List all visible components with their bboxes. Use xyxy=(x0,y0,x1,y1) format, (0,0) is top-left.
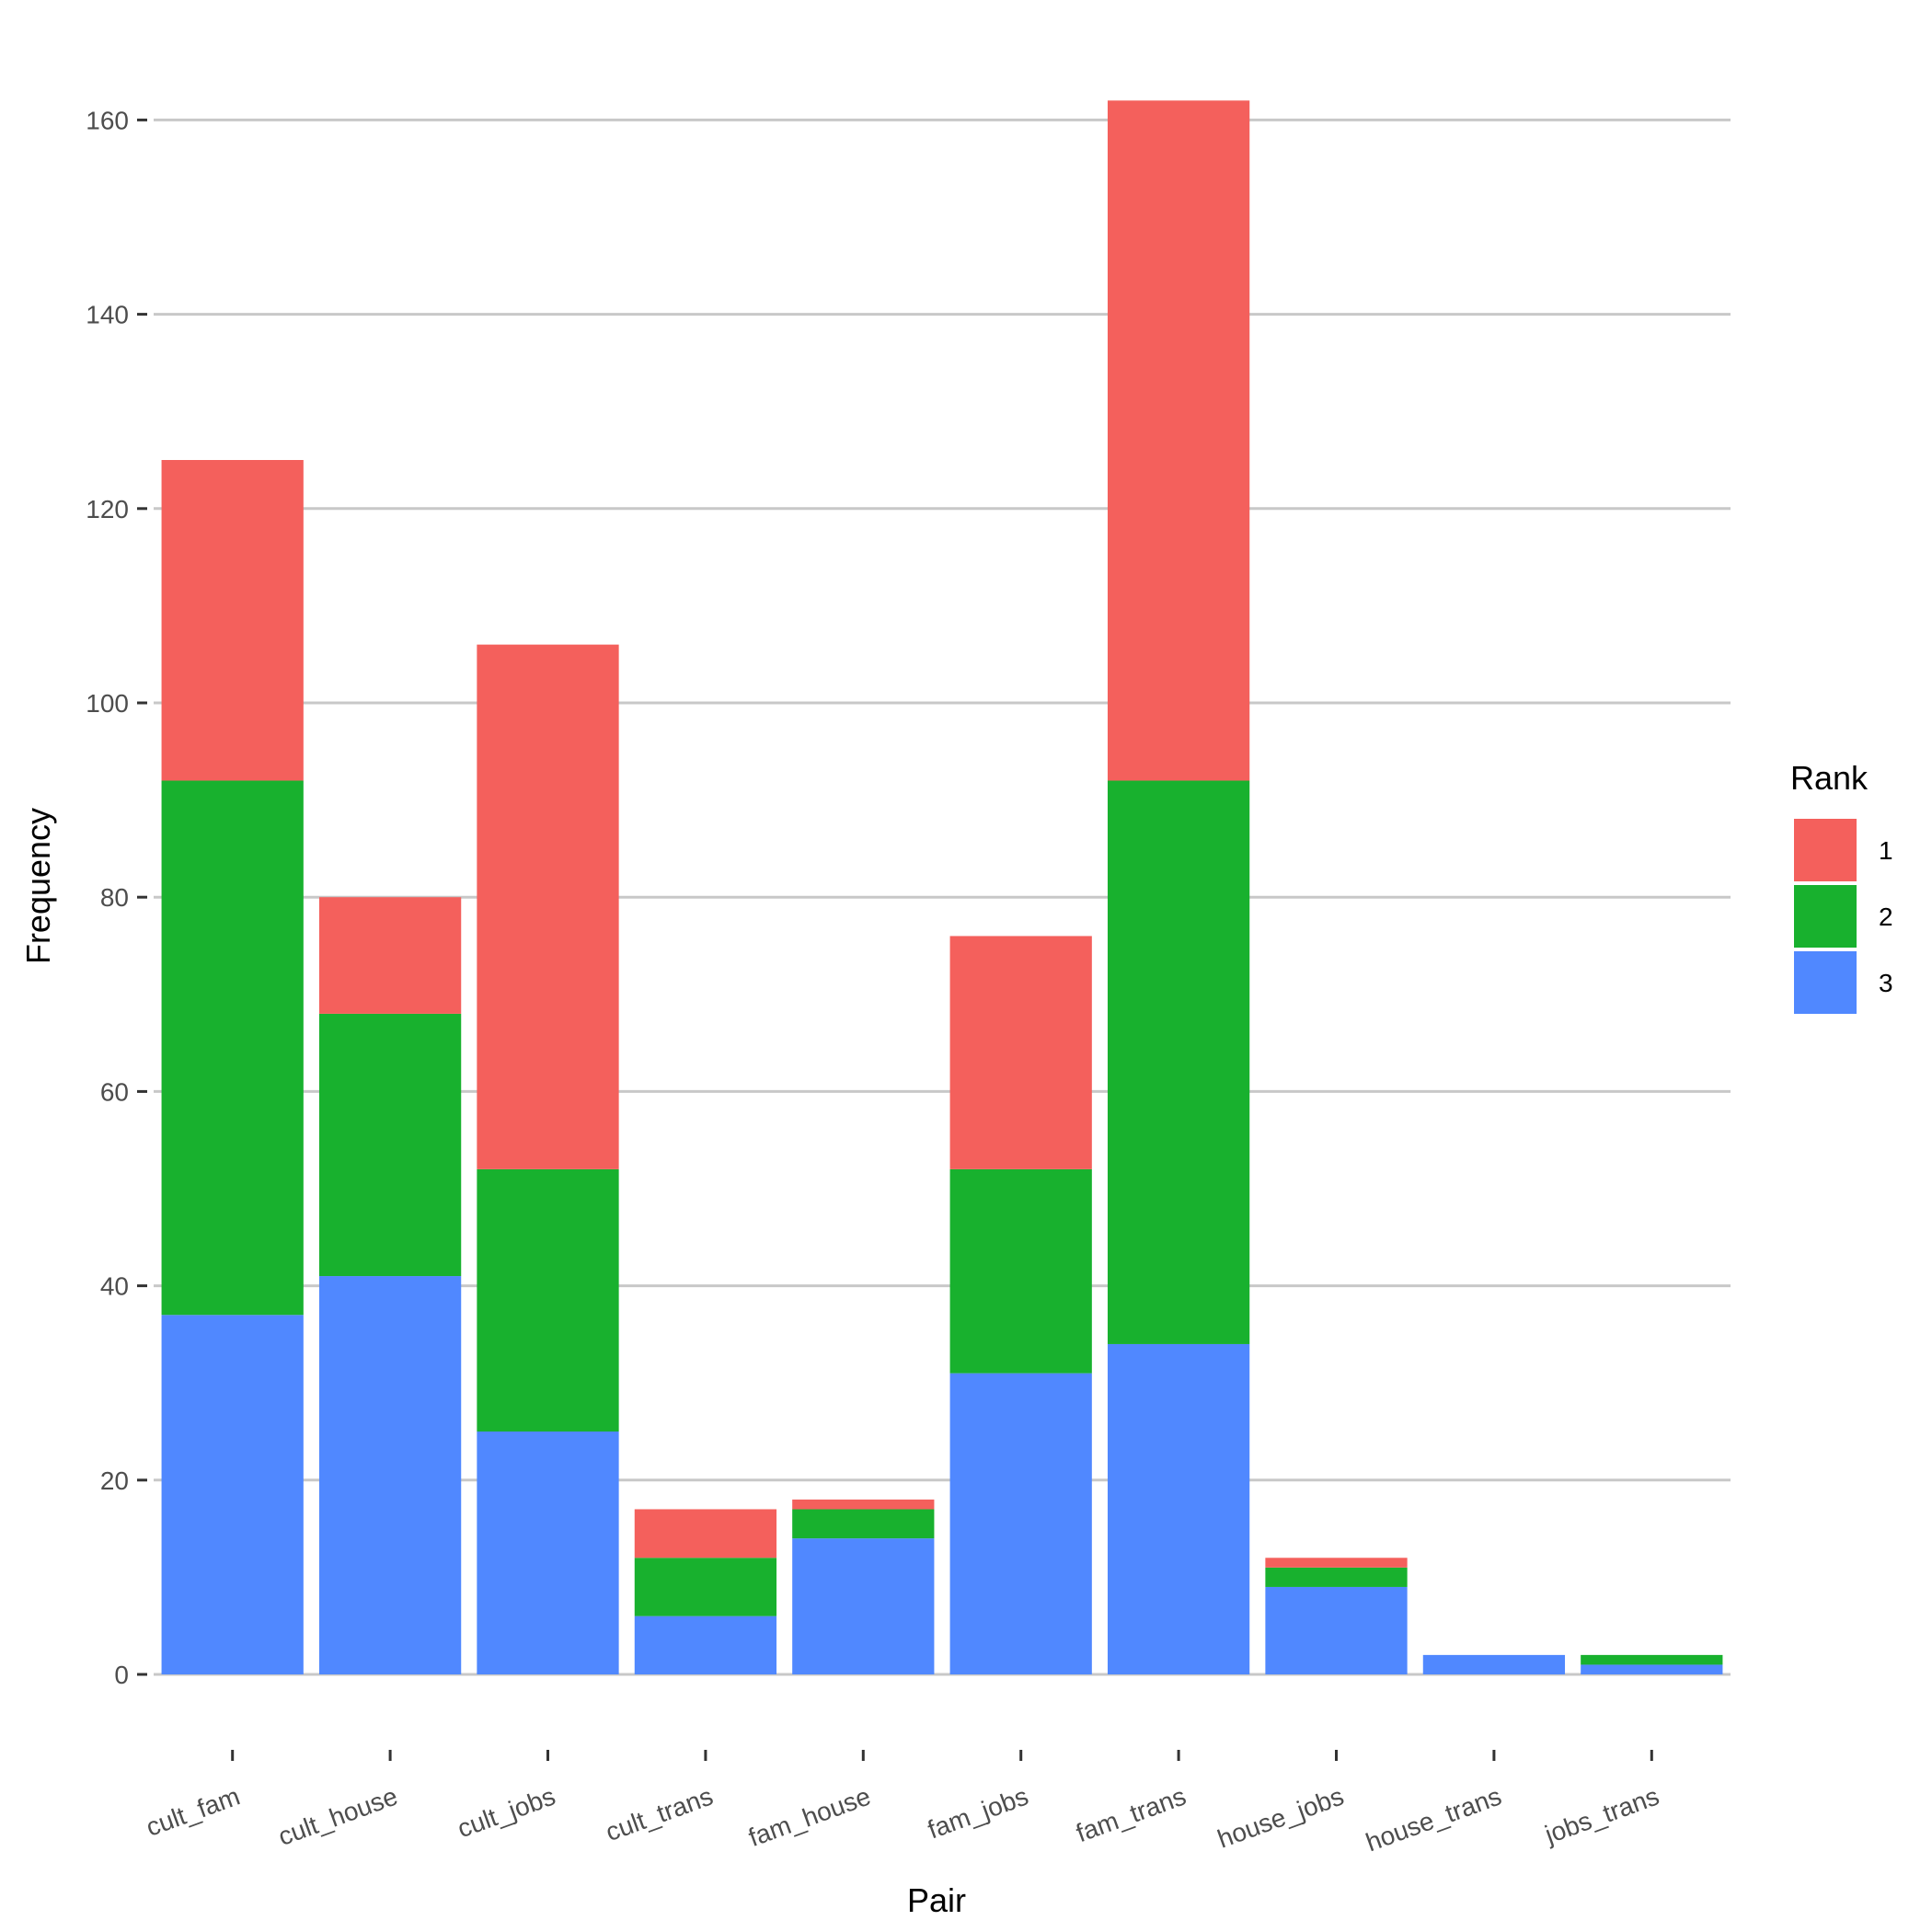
bar-jobs_trans-rank-3 xyxy=(1581,1664,1723,1674)
legend-key-2 xyxy=(1794,885,1857,948)
bar-cult_house-rank-3 xyxy=(318,1276,462,1674)
x-tick-label: jobs_trans xyxy=(1540,1782,1662,1850)
x-axis-title: Pair xyxy=(907,1881,966,1919)
bar-cult_jobs-rank-1 xyxy=(477,644,619,1169)
x-axis: cult_fam cult_house cult_jobs cult_trans fam… xyxy=(143,1750,1662,1857)
y-tick-label: 20 xyxy=(100,1466,129,1495)
bar-house_jobs-rank-2 xyxy=(1265,1567,1408,1587)
y-tick-label: 80 xyxy=(100,883,129,912)
legend-label-2: 2 xyxy=(1879,903,1893,931)
bar-cult_trans-rank-1 xyxy=(634,1509,777,1558)
bar-fam_house-rank-1 xyxy=(792,1499,935,1510)
x-tick-label: cult_trans xyxy=(602,1782,717,1847)
bar-cult_house-rank-1 xyxy=(318,897,462,1014)
bar-house_jobs-rank-3 xyxy=(1265,1586,1408,1674)
bars xyxy=(161,100,1723,1674)
x-tick-label: fam_jobs xyxy=(924,1782,1031,1845)
legend-key-1 xyxy=(1794,819,1857,881)
bar-house_jobs-rank-1 xyxy=(1265,1558,1408,1568)
y-tick-label: 60 xyxy=(100,1077,129,1106)
bar-cult_trans-rank-3 xyxy=(634,1616,777,1674)
bar-fam_trans-rank-1 xyxy=(1107,100,1250,781)
x-tick-label: cult_house xyxy=(274,1782,401,1851)
x-tick-label: house_jobs xyxy=(1213,1782,1347,1854)
bar-cult_house-rank-2 xyxy=(318,1013,462,1277)
bar-house_trans-rank-3 xyxy=(1422,1654,1566,1674)
y-axis: 0 20 40 60 80 100 120 140 160 xyxy=(86,106,147,1689)
x-tick-label: cult_jobs xyxy=(454,1782,558,1844)
x-tick-label: house_trans xyxy=(1363,1782,1505,1857)
bar-cult_jobs-rank-3 xyxy=(477,1432,619,1674)
legend-key-3 xyxy=(1794,951,1857,1014)
bar-fam_trans-rank-3 xyxy=(1107,1343,1250,1674)
y-tick-label: 120 xyxy=(86,495,129,523)
y-tick-label: 140 xyxy=(86,301,129,329)
bar-cult_fam-rank-2 xyxy=(161,780,304,1316)
bar-cult_jobs-rank-2 xyxy=(477,1168,619,1432)
legend-label-1: 1 xyxy=(1879,836,1893,865)
bar-cult_trans-rank-2 xyxy=(634,1558,777,1616)
x-tick-label: cult_fam xyxy=(143,1782,244,1842)
bar-fam_trans-rank-2 xyxy=(1107,780,1250,1344)
bar-fam_jobs-rank-2 xyxy=(949,1168,1092,1374)
legend-title: Rank xyxy=(1790,759,1869,797)
bar-cult_fam-rank-3 xyxy=(161,1315,304,1674)
x-tick-label: fam_house xyxy=(745,1782,875,1853)
bar-fam_jobs-rank-1 xyxy=(949,936,1092,1169)
y-tick-label: 100 xyxy=(86,689,129,718)
y-tick-label: 0 xyxy=(114,1661,129,1689)
legend: Rank 1 2 3 xyxy=(1790,759,1893,1014)
legend-label-3: 3 xyxy=(1879,969,1893,997)
bar-fam_house-rank-3 xyxy=(792,1538,935,1674)
bar-fam_jobs-rank-3 xyxy=(949,1373,1092,1674)
y-tick-label: 40 xyxy=(100,1272,129,1301)
bar-cult_fam-rank-1 xyxy=(161,460,304,781)
bar-fam_house-rank-2 xyxy=(792,1509,935,1539)
y-axis-title: Frequency xyxy=(19,808,57,964)
x-tick-label: fam_trans xyxy=(1073,1782,1190,1848)
bar-jobs_trans-rank-2 xyxy=(1581,1654,1723,1665)
y-tick-label: 160 xyxy=(86,106,129,134)
